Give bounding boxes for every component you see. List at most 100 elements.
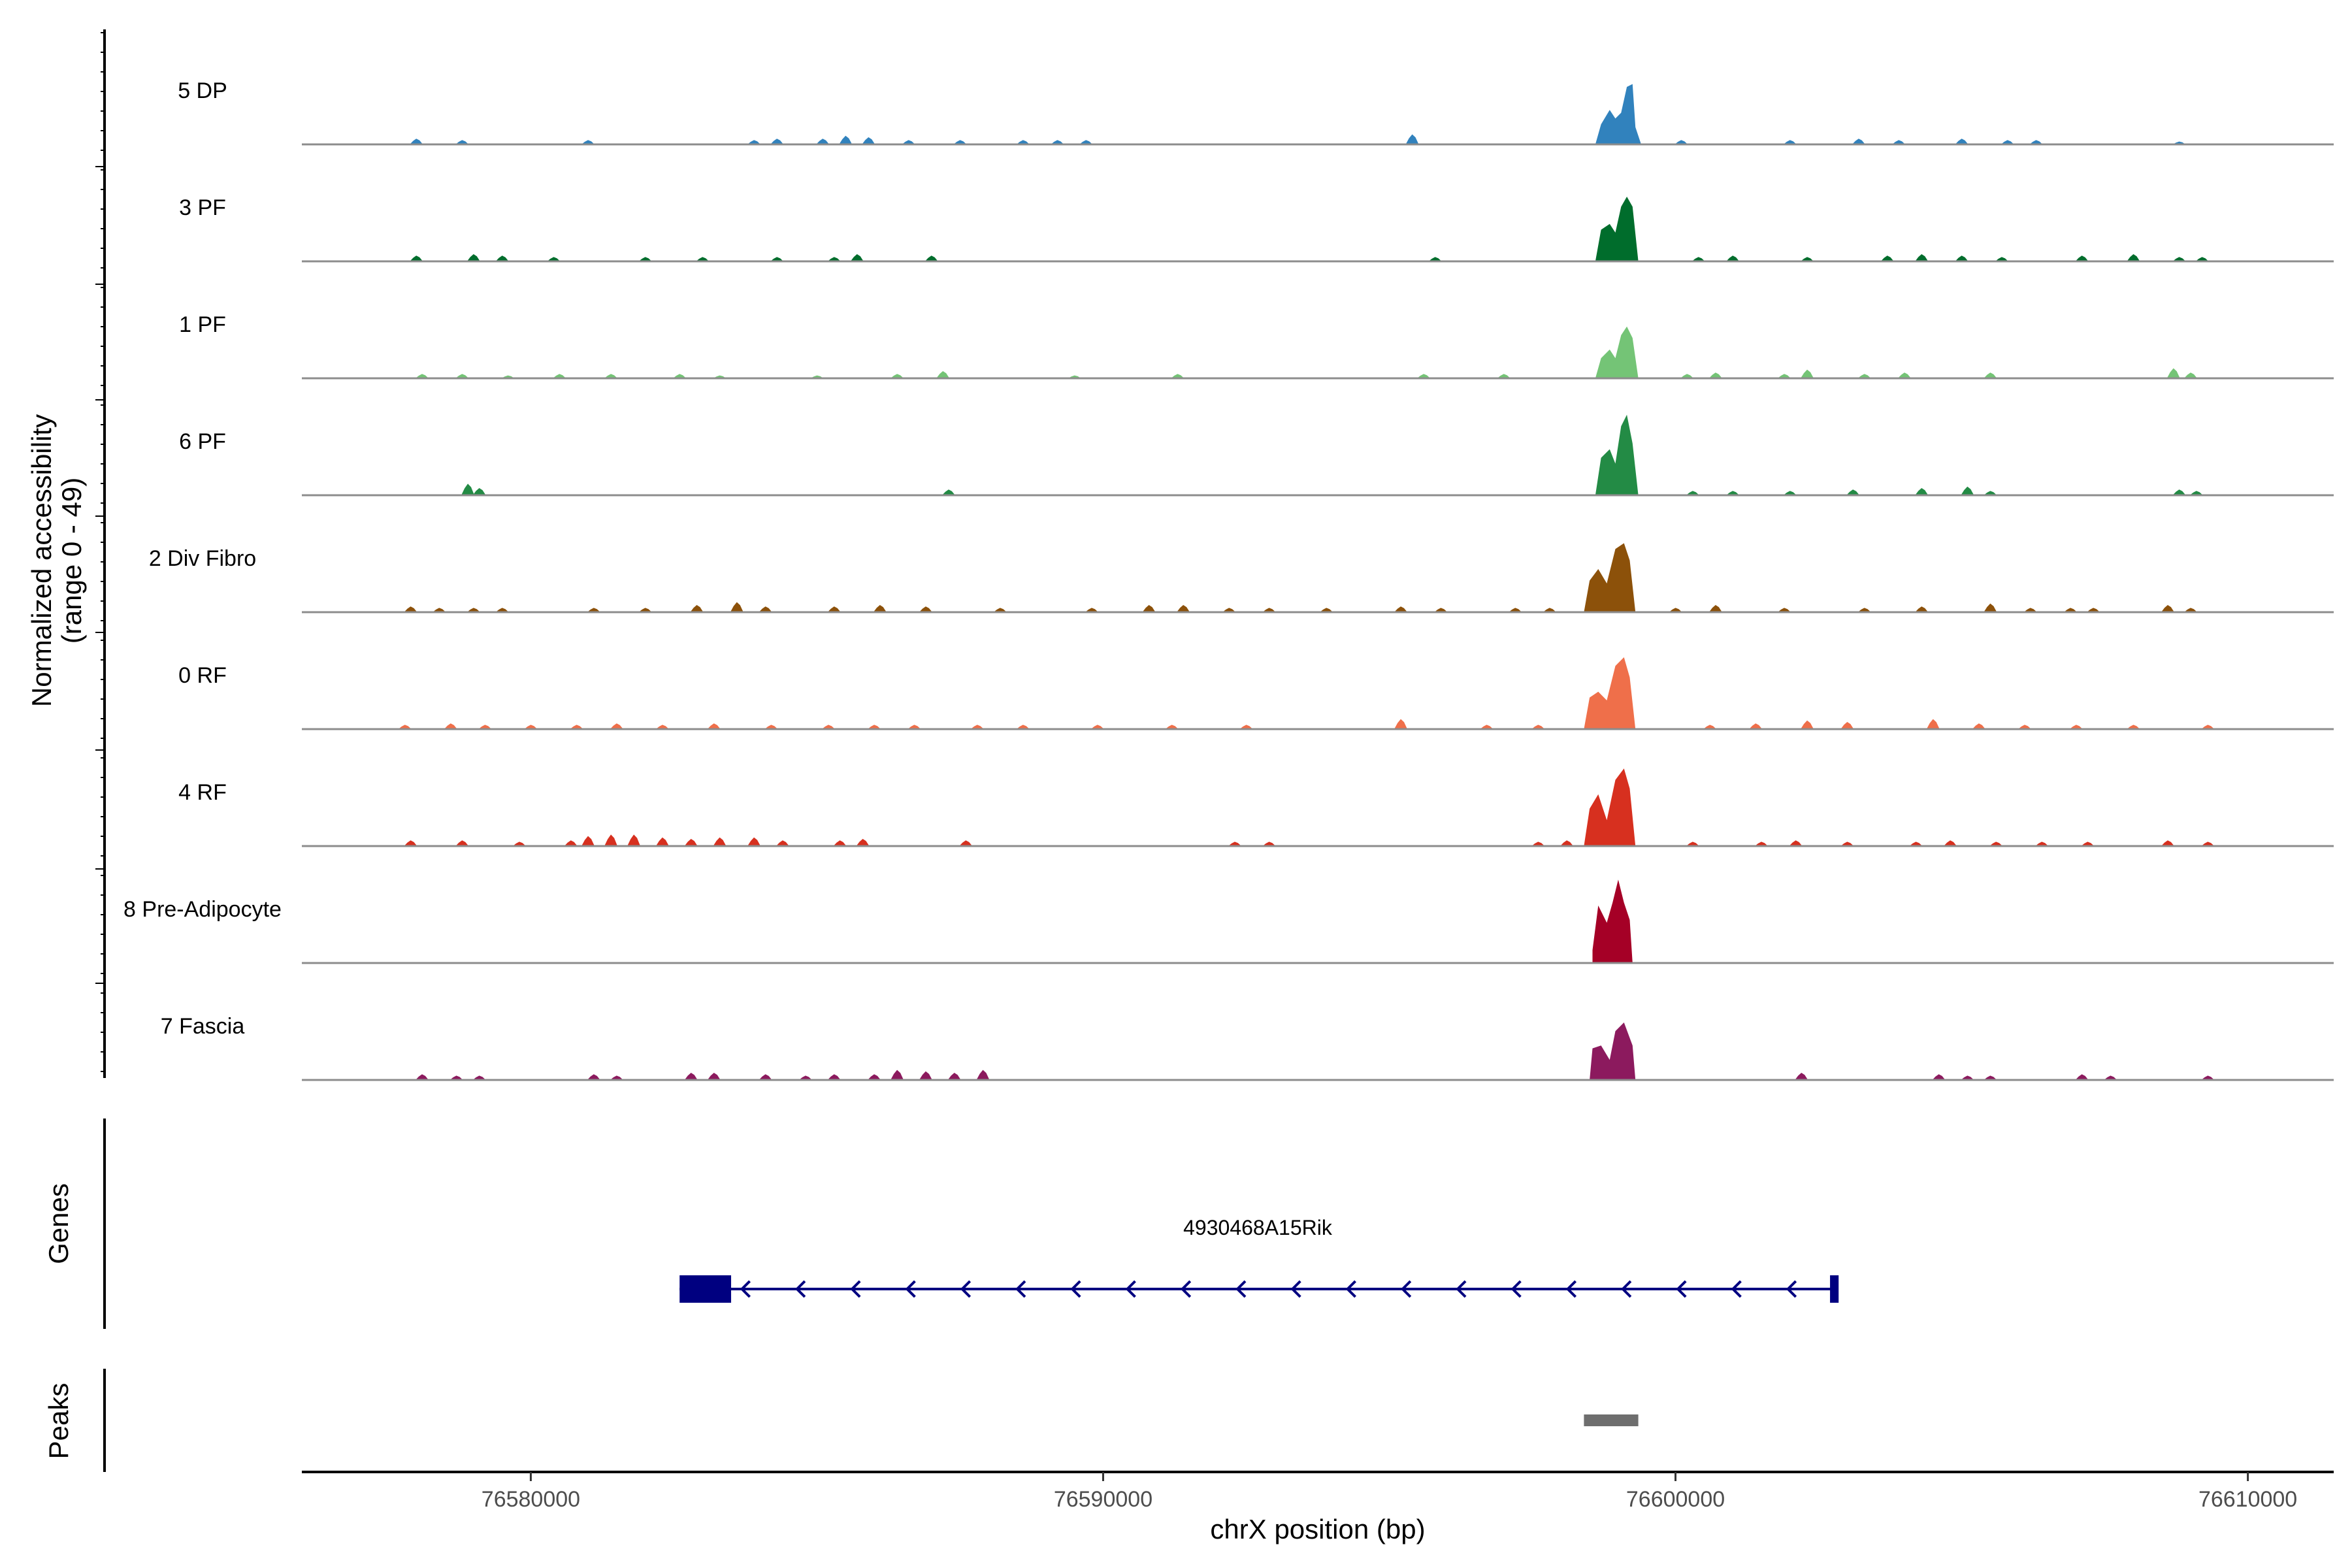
x-tick-label: 76600000	[1626, 1487, 1725, 1512]
coverage-bump	[547, 257, 561, 261]
gene-name-label: 4930468A15Rik	[1183, 1216, 1333, 1239]
coverage-bump	[472, 488, 486, 495]
coverage-bump	[2017, 725, 2031, 729]
coverage-bump	[410, 255, 423, 261]
coverage-bump	[1840, 841, 1854, 846]
coverage-bump	[707, 1073, 721, 1080]
coverage-bump	[2166, 368, 2180, 378]
coverage-bump	[798, 1075, 812, 1080]
coverage-bump	[953, 140, 967, 144]
coverage-bump	[2172, 489, 2186, 495]
coverage-bump	[410, 139, 423, 144]
coverage-bump	[970, 725, 984, 729]
coverage-bump	[1262, 608, 1276, 612]
track-label: 6 PF	[179, 429, 226, 454]
coverage-bump	[1480, 725, 1494, 729]
coverage-bump	[2161, 840, 2174, 846]
coverage-bump	[1995, 257, 2008, 261]
coverage-bump	[919, 1071, 932, 1080]
track-7: 4 RF	[178, 768, 2334, 847]
coverage-bump	[627, 834, 641, 846]
coverage-bump	[2087, 608, 2100, 612]
coverage-bump	[821, 725, 835, 729]
track-5: 2 Div Fibro	[149, 543, 2334, 613]
strand-arrow	[905, 1280, 916, 1298]
coverage-bump	[472, 1075, 486, 1080]
coverage-bump	[404, 840, 417, 846]
gene-model	[679, 1275, 1839, 1303]
coverage-bump	[581, 836, 595, 846]
coverage-bump	[919, 606, 932, 612]
coverage-bump	[1857, 374, 1871, 378]
coverage-bump	[993, 608, 1007, 612]
coverage-bump	[564, 840, 578, 846]
coverage-bump	[1777, 374, 1791, 378]
coverage-bump	[1239, 725, 1253, 729]
coverage-bump	[1726, 255, 1740, 261]
coverage-bump	[770, 257, 784, 261]
coverage-bump	[747, 837, 761, 846]
coverage-bump	[587, 1074, 600, 1080]
coverage-bump	[976, 1070, 990, 1080]
coverage-bump	[2183, 608, 2197, 612]
coverage-bump	[1801, 720, 1814, 729]
coverage-bump	[2201, 841, 2215, 846]
coverage-bump	[604, 834, 618, 846]
coverage-bump	[924, 255, 938, 261]
coverage-bump	[1726, 491, 1740, 495]
coverage-bump	[907, 725, 921, 729]
coverage-bump	[1852, 139, 1865, 144]
strand-arrow	[960, 1280, 972, 1298]
coverage-bump	[673, 374, 687, 378]
coverage-bump	[1783, 491, 1797, 495]
track-label: 0 RF	[178, 663, 227, 688]
coverage-bump	[2029, 140, 2043, 144]
coverage-bump	[873, 605, 887, 612]
track-label: 7 Fascia	[161, 1014, 245, 1039]
coverage-bump	[707, 723, 721, 729]
coverage-peak	[1584, 543, 1636, 612]
coverage-bump	[1394, 719, 1408, 729]
coverage-bump	[1932, 1074, 1946, 1080]
coverage-bump	[890, 374, 904, 378]
x-axis-ticks: 76580000 76590000 76600000 76610000	[482, 1472, 2297, 1512]
coverage-bump	[713, 837, 727, 846]
strand-arrow	[1565, 1280, 1577, 1298]
y-axis	[95, 29, 106, 1078]
gene-exon	[679, 1275, 732, 1303]
coverage-bump	[1680, 374, 1694, 378]
coverage-bump	[587, 608, 600, 612]
coverage-bump	[1754, 841, 1768, 846]
coverage-peak	[1590, 1022, 1636, 1080]
coverage-bump	[1989, 841, 2003, 846]
coverage-bump	[1543, 608, 1556, 612]
coverage-bump	[2001, 140, 2014, 144]
coverage-bump	[1691, 257, 1705, 261]
peak-region-bar	[1584, 1414, 1639, 1426]
coverage-bump	[764, 725, 778, 729]
coverage-bump	[1497, 374, 1511, 378]
coverage-bump	[696, 257, 710, 261]
strand-arrow	[1786, 1280, 1797, 1298]
y-axis-ticks	[95, 32, 105, 1072]
coverage-bump	[959, 840, 973, 846]
strand-arrow	[1731, 1280, 1742, 1298]
coverage-bump	[1531, 841, 1545, 846]
coverage-bump	[1417, 374, 1431, 378]
coverage-bump	[466, 254, 480, 261]
coverage-bump	[1795, 1073, 1808, 1080]
coverage-bump	[415, 1074, 429, 1080]
coverage-bump	[759, 606, 772, 612]
coverage-bump	[770, 139, 784, 144]
coverage-bump	[2075, 255, 2089, 261]
coverage-peak	[1584, 657, 1636, 729]
peaks-panel: Peaks	[43, 1369, 1639, 1472]
coverage-bump	[1686, 491, 1699, 495]
coverage-bump	[455, 374, 469, 378]
coverage-bump	[747, 140, 761, 144]
coverage-bump	[433, 608, 446, 612]
track-label: 2 Div Fibro	[149, 546, 256, 571]
coverage-bump	[862, 137, 875, 144]
coverage-bump	[1984, 603, 1997, 612]
